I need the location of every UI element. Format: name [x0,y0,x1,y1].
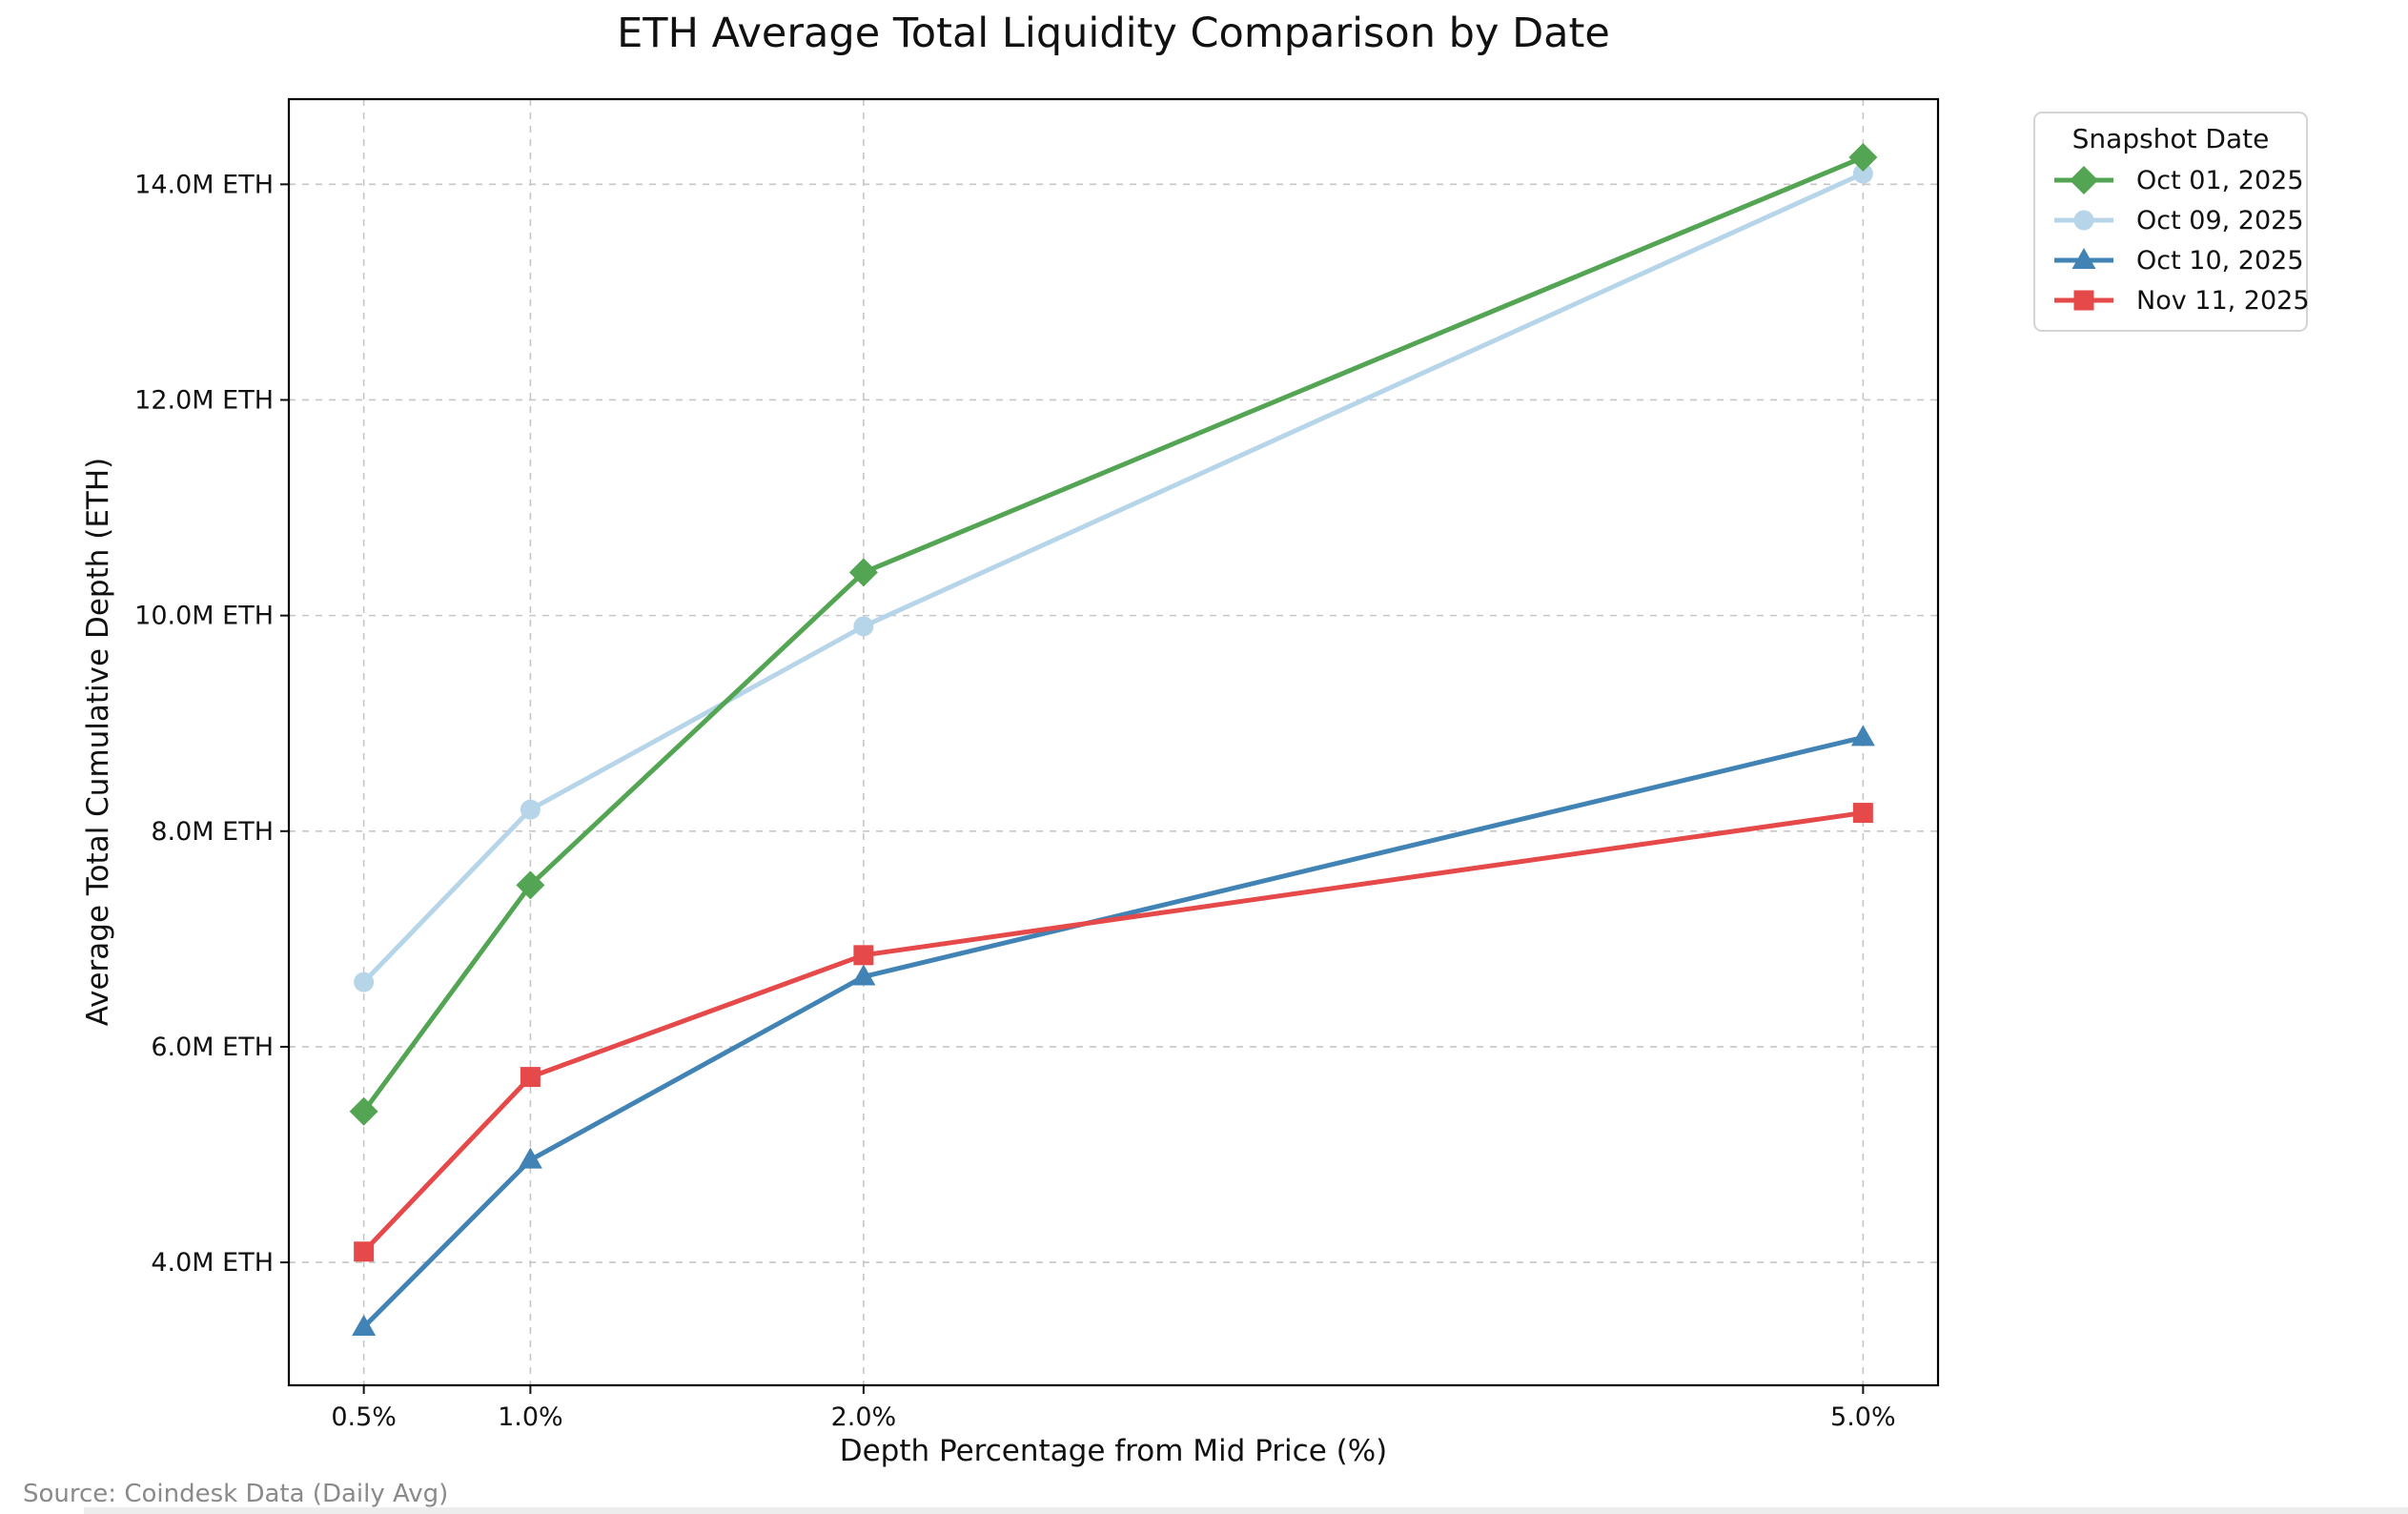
y-tick-label: 14.0M ETH [134,170,274,199]
y-tick-label: 8.0M ETH [151,817,274,847]
marker-diamond-icon [848,558,878,587]
legend: Snapshot Date Oct 01, 2025 Oct 09, 2025 Oc… [2033,112,2310,332]
marker-square-icon [1852,803,1873,824]
marker-triangle-icon [352,1314,377,1336]
x-tick-label: 5.0% [1830,1402,1896,1432]
series-line-oct-01-2025 [361,154,1866,1115]
legend-swatch [2054,210,2113,231]
x-axis-label: Depth Percentage from Mid Price (%) [839,1434,1388,1468]
marker-square-icon [354,1241,375,1262]
marker-circle-icon [2073,210,2094,231]
legend-item-label: Oct 09, 2025 [2136,205,2304,235]
marker-circle-icon [853,616,874,637]
y-tick-label: 6.0M ETH [151,1033,274,1062]
marker-diamond-icon [1848,143,1878,173]
y-tick-label: 12.0M ETH [134,385,274,415]
series-line-oct-10-2025 [361,734,1866,1330]
marker-triangle-icon [851,964,876,986]
y-tick-label: 4.0M ETH [151,1248,274,1278]
marker-circle-icon [354,972,375,992]
y-axis-label: Average Total Cumulative Depth (ETH) [81,457,115,1027]
marker-diamond-icon [349,1096,378,1126]
bottom-strip [84,1507,2408,1514]
source-note: Source: Coindesk Data (Daily Avg) [23,1480,449,1508]
marker-square-icon [520,1067,541,1088]
plot-frame [287,97,1940,1387]
legend-item: Oct 10, 2025 [2047,240,2304,280]
marker-circle-icon [1852,163,1873,184]
marker-square-icon [853,945,874,966]
legend-swatch [2054,248,2113,269]
legend-item: Oct 09, 2025 [2047,200,2304,240]
series-line-oct-09-2025 [361,171,1866,985]
legend-item-label: Oct 01, 2025 [2136,165,2304,195]
legend-item-label: Oct 10, 2025 [2136,245,2304,276]
legend-item-label: Nov 11, 2025 [2136,285,2310,316]
legend-items: Oct 01, 2025 Oct 09, 2025 Oct 10, 2025 Nov … [2047,160,2310,320]
y-tick-label: 10.0M ETH [134,602,274,631]
marker-triangle-icon [518,1147,542,1169]
marker-diamond-icon [516,870,545,900]
marker-circle-icon [520,799,541,820]
chart-title: ETH Average Total Liquidity Comparison b… [617,10,1610,57]
x-tick-label: 0.5% [331,1402,397,1432]
legend-swatch [2054,166,2113,194]
marker-square-icon [2073,290,2094,311]
legend-item: Oct 01, 2025 [2047,160,2304,200]
legend-item: Nov 11, 2025 [2047,280,2310,320]
marker-triangle-icon [1850,725,1875,747]
x-tick-label: 2.0% [831,1402,897,1432]
legend-title: Snapshot Date [2071,123,2270,154]
marker-diamond-icon [2070,166,2098,194]
x-tick-label: 1.0% [498,1402,563,1432]
legend-swatch [2054,290,2113,311]
series-line-nov-11-2025 [361,810,1866,1255]
marker-triangle-icon [2071,248,2096,269]
